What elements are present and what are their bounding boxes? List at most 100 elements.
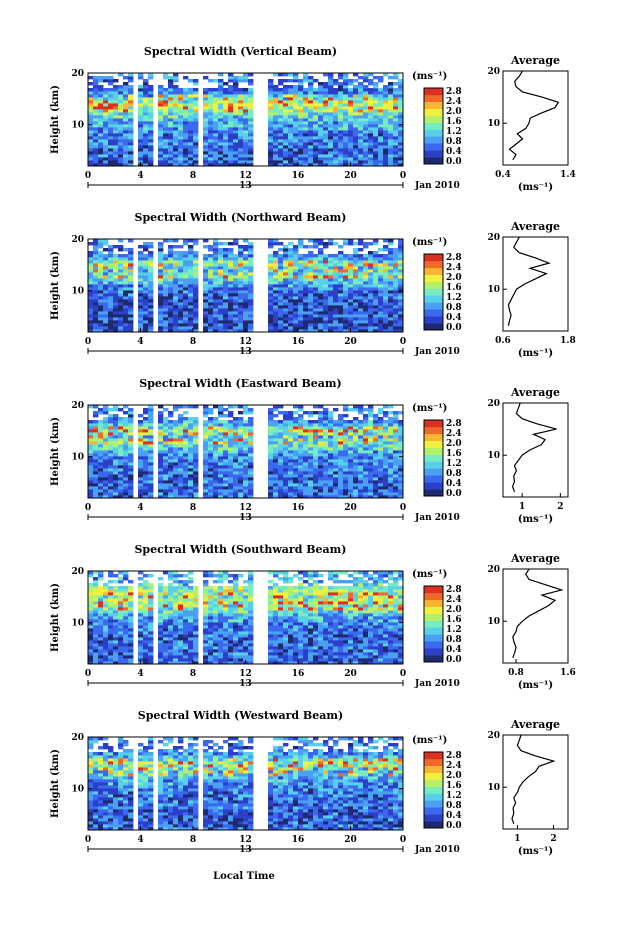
heatmap-cell <box>348 465 354 469</box>
heatmap-cell <box>148 109 154 113</box>
heatmap-cell <box>238 453 244 457</box>
heatmap-cell <box>308 447 314 451</box>
heatmap-cell <box>193 432 199 436</box>
heatmap-cell <box>238 293 244 297</box>
heatmap-cell <box>213 444 219 448</box>
heatmap-cell <box>358 320 364 324</box>
beam-panel-2: Spectral Width (Northward Beam)1020Heigh… <box>50 211 576 359</box>
heatmap-cell <box>278 432 284 436</box>
heatmap-cell <box>368 82 374 86</box>
heatmap-cell <box>158 302 164 306</box>
heatmap-cell <box>243 305 249 309</box>
heatmap-cell <box>213 435 219 439</box>
heatmap-cell <box>268 97 274 101</box>
heatmap-cell <box>163 296 169 300</box>
heatmap-cell <box>223 148 229 152</box>
heatmap-cell <box>388 329 394 333</box>
heatmap-cell <box>173 480 179 484</box>
heatmap-cell <box>88 444 94 448</box>
heatmap-cell <box>288 296 294 300</box>
heatmap-cell <box>353 429 359 433</box>
heatmap-cell <box>138 136 144 140</box>
heatmap-cell <box>238 290 244 294</box>
heatmap-cell <box>163 257 169 261</box>
heatmap-cell <box>353 91 359 95</box>
heatmap-cell <box>323 477 329 481</box>
heatmap-cell <box>373 435 379 439</box>
heatmap-cell <box>193 121 199 125</box>
heatmap-cell <box>388 115 394 119</box>
heatmap-cell <box>233 438 239 442</box>
x-tick-label: 4 <box>137 171 143 181</box>
heatmap-cell <box>108 314 114 318</box>
heatmap-cell <box>373 495 379 499</box>
heatmap-cell <box>343 480 349 484</box>
heatmap-cell <box>318 115 324 119</box>
heatmap-cell <box>348 139 354 143</box>
heatmap-cell <box>243 468 249 472</box>
heatmap-cell <box>388 489 394 493</box>
heatmap-cell <box>248 251 254 255</box>
heatmap-cell <box>358 302 364 306</box>
heatmap-cell <box>348 260 354 264</box>
heatmap-cell <box>358 115 364 119</box>
heatmap-cell <box>333 142 339 146</box>
y-tick-label: 10 <box>71 287 84 297</box>
heatmap-cell <box>323 106 329 110</box>
heatmap-cell <box>88 296 94 300</box>
heatmap-cell <box>358 109 364 113</box>
heatmap-cell <box>323 326 329 330</box>
heatmap-cell <box>178 495 184 499</box>
heatmap-cell <box>318 145 324 149</box>
heatmap-cell <box>128 317 134 321</box>
heatmap-cell <box>343 254 349 258</box>
heatmap-cell <box>313 79 319 83</box>
heatmap-cell <box>158 299 164 303</box>
heatmap-cell <box>183 76 189 80</box>
heatmap-cell <box>223 130 229 134</box>
heatmap-cell <box>228 480 234 484</box>
heatmap-cell <box>213 269 219 273</box>
heatmap-cell <box>398 290 404 294</box>
heatmap-cell <box>183 121 189 125</box>
heatmap-cell <box>218 121 224 125</box>
heatmap-cell <box>148 97 154 101</box>
heatmap-cell <box>163 106 169 110</box>
heatmap-cell <box>178 160 184 164</box>
heatmap-cell <box>113 477 119 481</box>
heatmap-cell <box>353 272 359 276</box>
heatmap-cell <box>148 444 154 448</box>
heatmap-cell <box>393 495 399 499</box>
heatmap-cell <box>223 477 229 481</box>
heatmap-cell <box>88 326 94 330</box>
heatmap-cell <box>323 284 329 288</box>
heatmap-cell <box>343 85 349 89</box>
heatmap-cell <box>103 263 109 267</box>
heatmap-cell <box>163 115 169 119</box>
heatmap-cell <box>393 462 399 466</box>
heatmap-cell <box>103 91 109 95</box>
heatmap-cell <box>183 139 189 143</box>
heatmap-cell <box>173 266 179 270</box>
heatmap-cell <box>268 314 274 318</box>
heatmap-cell <box>218 142 224 146</box>
heatmap-cell <box>283 154 289 158</box>
heatmap-cell <box>178 142 184 146</box>
heatmap-cell <box>353 420 359 424</box>
heatmap-cell <box>188 302 194 306</box>
heatmap-cell <box>98 85 104 89</box>
heatmap-cell <box>313 284 319 288</box>
heatmap-cell <box>208 417 214 421</box>
heatmap-cell <box>308 254 314 258</box>
heatmap-cell <box>348 88 354 92</box>
heatmap-cell <box>193 88 199 92</box>
heatmap-cell <box>303 275 309 279</box>
heatmap-cell <box>398 441 404 445</box>
heatmap-cell <box>393 139 399 143</box>
heatmap-cell <box>203 112 209 116</box>
heatmap-cell <box>158 251 164 255</box>
heatmap-cell <box>118 272 124 276</box>
heatmap-cell <box>178 435 184 439</box>
heatmap-cell <box>123 275 129 279</box>
heatmap-cell <box>138 254 144 258</box>
